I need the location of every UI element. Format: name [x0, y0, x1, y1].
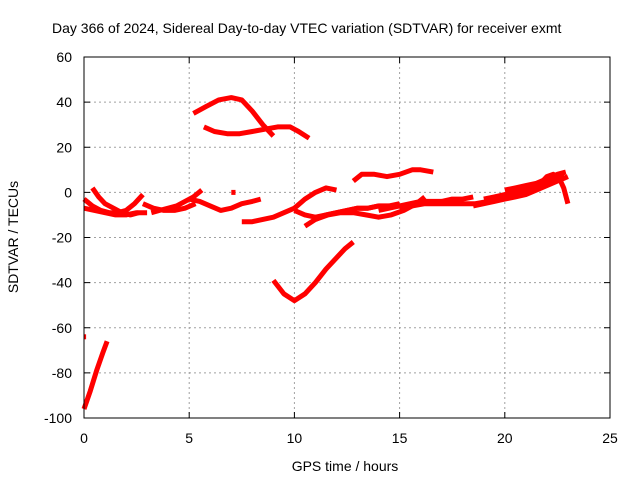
series-track-8 [188, 196, 262, 213]
data-series [81, 95, 571, 410]
y-axis-label: SDTVAR / TECUs [5, 181, 21, 293]
axis-ticks: 0 5 10 15 20 25 -100 -80 -60 -40 -20 0 20 40 60 [44, 49, 618, 446]
series-track-13 [271, 240, 355, 304]
series-track-10 [202, 124, 311, 141]
y-tick-label: -100 [44, 410, 72, 426]
x-tick-label: 5 [185, 430, 193, 446]
series-track-20 [472, 174, 569, 209]
y-tick-label: -40 [52, 275, 72, 291]
series-track-9 [192, 95, 276, 138]
y-tick-label: -60 [52, 320, 72, 336]
y-tick-label: 40 [56, 94, 72, 110]
chart-title: Day 366 of 2024, Sidereal Day-to-day VTE… [52, 20, 561, 36]
y-tick-label: -20 [52, 230, 72, 246]
series-track-7 [141, 201, 197, 213]
series-track-1 [81, 340, 110, 410]
x-tick-label: 0 [80, 430, 88, 446]
y-tick-label: -80 [52, 365, 72, 381]
y-tick-label: 60 [56, 49, 72, 65]
series-track-21 [483, 172, 565, 202]
series-track-5 [83, 205, 148, 218]
x-tick-label: 20 [497, 430, 513, 446]
grid-lines [84, 57, 610, 418]
series-track-17 [351, 167, 434, 184]
x-tick-label: 10 [287, 430, 303, 446]
x-axis-label: GPS time / hours [292, 458, 399, 474]
x-tick-label: 25 [602, 430, 618, 446]
plot-frame [83, 56, 611, 419]
series-track-23 [504, 169, 567, 193]
y-tick-label: 0 [64, 184, 72, 200]
series-track-12 [241, 185, 338, 225]
x-tick-label: 15 [392, 430, 408, 446]
y-tick-label: 20 [56, 139, 72, 155]
